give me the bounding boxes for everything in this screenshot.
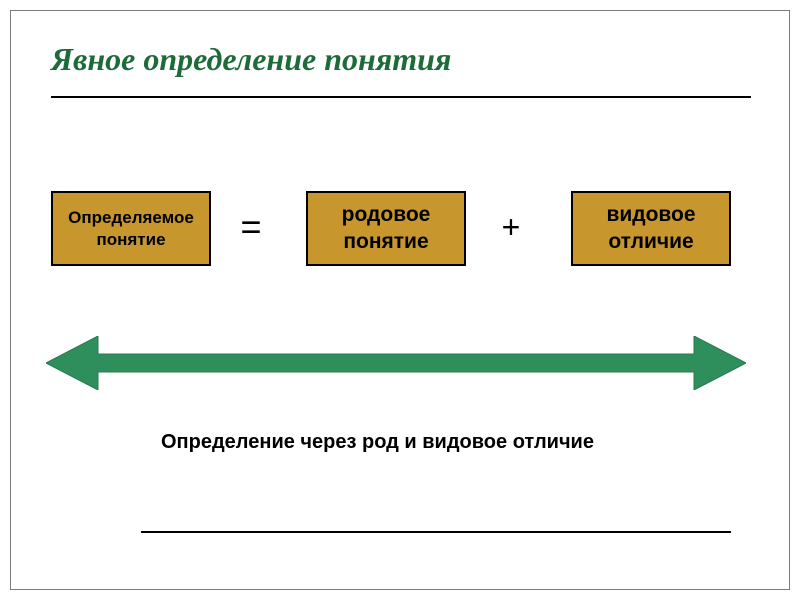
box-species-diff: видовоеотличие [571,191,731,266]
equals-sign: = [236,206,266,248]
box-genus-concept: родовоепонятие [306,191,466,266]
box-defined-concept: Определяемоепонятие [51,191,211,266]
title-underline [51,96,751,98]
double-arrow-icon [46,336,746,390]
bottom-rule [141,531,731,533]
plus-sign: + [496,209,526,246]
caption-text: Определение через род и видовое отличие [161,431,594,454]
slide-title: Явное определение понятия [51,41,451,78]
slide-frame: Явное определение понятия Определяемоепо… [10,10,790,590]
